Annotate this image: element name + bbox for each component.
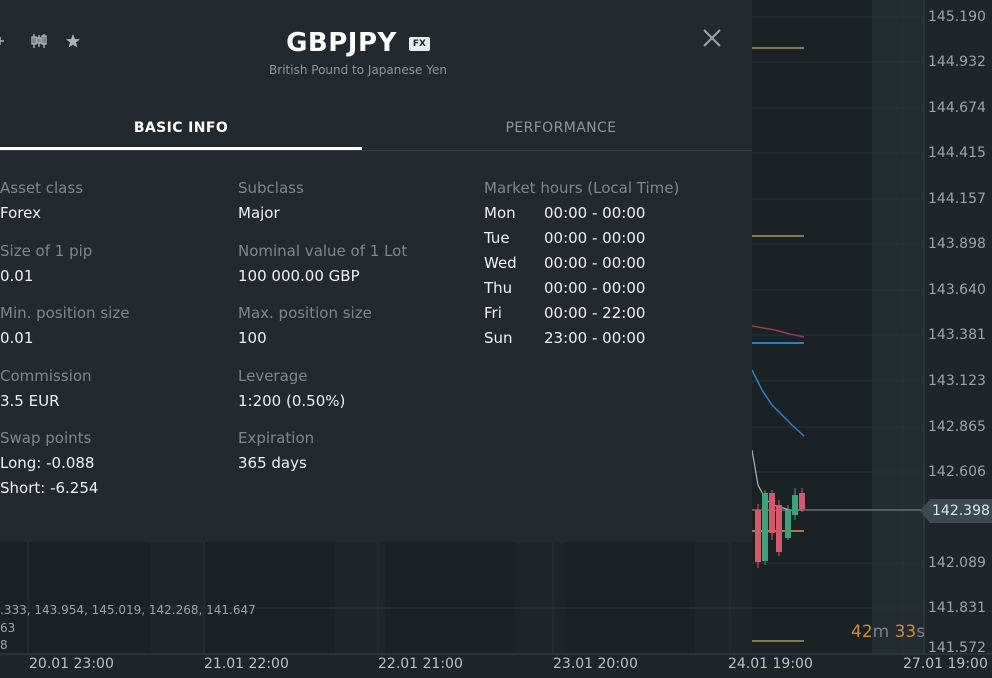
time-tick: 23.01 20:00 <box>553 656 638 672</box>
tab-basic-info[interactable]: BASIC INFO <box>0 110 362 150</box>
close-icon <box>703 29 721 47</box>
price-tick: 143.898 <box>928 236 986 252</box>
market-hours-row: Thu 00:00 - 00:00 <box>484 276 679 301</box>
day-name: Tue <box>484 229 510 247</box>
market-hours-row: Sun 23:00 - 00:00 <box>484 326 679 351</box>
min-position-field: Min. position size 0.01 <box>0 301 129 351</box>
field-value: Forex <box>0 204 41 222</box>
instrument-symbol: GBPJPY <box>286 28 397 58</box>
plus-icon[interactable] <box>0 32 14 50</box>
instrument-title: GBPJPY FX <box>0 28 716 58</box>
field-value: 100 000.00 GBP <box>238 267 360 285</box>
market-hours-row: Wed 00:00 - 00:00 <box>484 251 679 276</box>
ohlc-readout-2: 63 <box>0 621 16 635</box>
leverage-field: Leverage 1:200 (0.50%) <box>238 364 345 414</box>
price-tick: 142.865 <box>928 419 986 435</box>
field-value: 0.01 <box>0 329 34 347</box>
price-tick: 144.674 <box>928 100 986 116</box>
commission-field: Commission 3.5 EUR <box>0 364 92 414</box>
asset-class-field: Asset class Forex <box>0 176 83 226</box>
swap-short-value: Short: -6.254 <box>0 479 99 497</box>
field-label: Nominal value of 1 Lot <box>238 242 408 260</box>
price-tick: 144.157 <box>928 191 986 207</box>
day-name: Wed <box>484 254 517 272</box>
price-tick: 143.381 <box>928 327 986 343</box>
day-hours: 00:00 - 00:00 <box>544 279 646 297</box>
day-name: Thu <box>484 279 513 297</box>
ohlc-readout: .333, 143.954, 145.019, 142.268, 141.647 <box>0 603 256 617</box>
field-label: Subclass <box>238 179 304 197</box>
countdown-seconds: 33 <box>894 622 917 642</box>
field-value: 1:200 (0.50%) <box>238 392 346 410</box>
countdown-minutes-unit: m <box>872 622 890 642</box>
price-tick: 143.123 <box>928 373 986 389</box>
time-tick: 22.01 21:00 <box>378 656 463 672</box>
price-tick: 141.831 <box>928 600 986 616</box>
day-hours: 23:00 - 00:00 <box>544 329 646 347</box>
candle-countdown: 42m 33s <box>851 622 925 642</box>
time-tick: 21.01 22:00 <box>204 656 289 672</box>
price-tick: 142.089 <box>928 555 986 571</box>
instrument-full-name: British Pound to Japanese Yen <box>269 63 447 77</box>
price-tick: 145.190 <box>928 9 986 25</box>
market-hours-row: Tue 00:00 - 00:00 <box>484 226 679 251</box>
field-label: Swap points <box>0 429 92 447</box>
day-name: Fri <box>484 304 502 322</box>
countdown-seconds-unit: s <box>916 622 926 642</box>
close-button[interactable] <box>700 26 724 50</box>
field-label: Asset class <box>0 179 84 197</box>
market-hours-row: Fri 00:00 - 22:00 <box>484 301 679 326</box>
field-label: Max. position size <box>238 304 372 322</box>
field-value: Major <box>238 204 280 222</box>
time-tick: 27.01 19:00 <box>903 656 988 672</box>
market-hours-label: Market hours (Local Time) <box>484 179 680 197</box>
expiration-field: Expiration 365 days <box>238 426 314 476</box>
field-label: Size of 1 pip <box>0 242 93 260</box>
price-tick: 141.572 <box>928 640 986 656</box>
nominal-value-field: Nominal value of 1 Lot 100 000.00 GBP <box>238 239 407 289</box>
modal-toolbar <box>0 32 82 50</box>
field-label: Expiration <box>238 429 315 447</box>
price-tick: 143.640 <box>928 282 986 298</box>
price-tick: 144.932 <box>928 54 986 70</box>
field-label: Commission <box>0 367 92 385</box>
info-tabs: BASIC INFO PERFORMANCE <box>0 110 752 151</box>
field-label: Leverage <box>238 367 308 385</box>
pip-size-field: Size of 1 pip 0.01 <box>0 239 92 289</box>
price-tick: 144.415 <box>928 145 986 161</box>
swap-long-value: Long: -0.088 <box>0 454 95 472</box>
asset-badge: FX <box>408 36 430 51</box>
current-price-marker: 142.398 <box>920 499 992 523</box>
countdown-minutes: 42 <box>851 622 873 642</box>
field-value: 100 <box>238 329 267 347</box>
field-label: Min. position size <box>0 304 130 322</box>
day-hours: 00:00 - 00:00 <box>544 254 646 272</box>
day-hours: 00:00 - 22:00 <box>544 304 646 322</box>
star-icon[interactable] <box>64 32 82 50</box>
time-tick: 20.01 23:00 <box>29 656 114 672</box>
day-name: Sun <box>484 329 513 347</box>
market-hours: Market hours (Local Time) Mon 00:00 - 00:… <box>484 176 679 351</box>
ohlc-readout-3: 8 <box>0 638 8 652</box>
time-tick: 24.01 19:00 <box>728 656 813 672</box>
max-position-field: Max. position size 100 <box>238 301 372 351</box>
subclass-field: Subclass Major <box>238 176 304 226</box>
day-hours: 00:00 - 00:00 <box>544 204 646 222</box>
market-hours-row: Mon 00:00 - 00:00 <box>484 201 679 226</box>
swap-points-field: Swap points Long: -0.088 Short: -6.254 <box>0 426 98 501</box>
field-value: 3.5 EUR <box>0 392 60 410</box>
day-hours: 00:00 - 00:00 <box>544 229 646 247</box>
candlestick-chart-icon[interactable] <box>30 32 48 50</box>
instrument-info-modal: GBPJPY FX British Pound to Japanese Yen B… <box>0 26 752 501</box>
day-name: Mon <box>484 204 516 222</box>
field-value: 365 days <box>238 454 307 472</box>
price-tick: 142.606 <box>928 464 986 480</box>
field-value: 0.01 <box>0 267 34 285</box>
tab-performance[interactable]: PERFORMANCE <box>505 120 617 136</box>
